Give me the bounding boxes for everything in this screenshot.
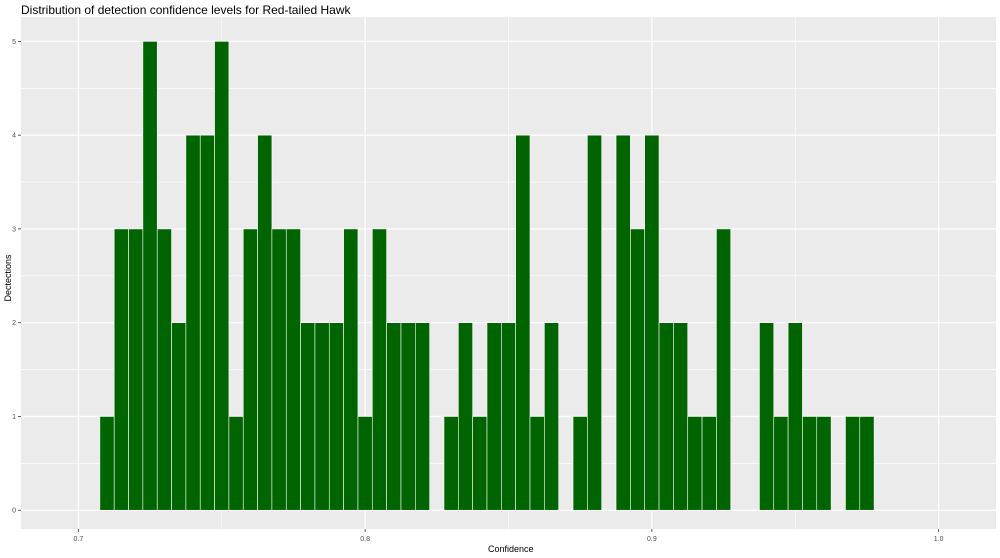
histogram-bar <box>859 416 875 511</box>
histogram-bar <box>357 416 373 511</box>
histogram-bar <box>759 322 775 511</box>
histogram-bar <box>113 228 129 511</box>
chart-title: Distribution of detection confidence lev… <box>21 3 351 17</box>
histogram-bar <box>587 134 602 511</box>
y-axis-label: Dectections <box>3 254 13 302</box>
histogram-bar <box>242 228 258 511</box>
histogram-bar <box>214 41 230 511</box>
histogram-bar <box>415 322 430 511</box>
x-axis-label: Confidence <box>488 544 534 554</box>
histogram-bar <box>443 416 459 511</box>
histogram-bar <box>300 322 316 511</box>
histogram-bar <box>228 416 244 511</box>
x-tick-label: 0.7 <box>73 536 83 543</box>
histogram-bar <box>271 228 287 511</box>
y-tick-label: 4 <box>12 133 16 140</box>
histogram-bar <box>644 134 660 511</box>
histogram-bar <box>630 228 646 511</box>
histogram-bar <box>257 134 273 511</box>
histogram-bar <box>458 322 473 511</box>
histogram-bar <box>701 416 717 511</box>
x-tick-label: 0.8 <box>360 536 370 543</box>
histogram-bar <box>787 322 803 511</box>
histogram-bar <box>716 228 732 511</box>
histogram-bar <box>615 134 631 511</box>
histogram-bar <box>544 322 559 511</box>
histogram-bar <box>658 322 674 511</box>
histogram-bar <box>529 416 545 511</box>
histogram-bar <box>816 416 832 511</box>
bars <box>99 41 875 511</box>
histogram-bar <box>687 416 703 511</box>
x-tick-label: 1.0 <box>934 536 944 543</box>
histogram-bar <box>142 41 158 511</box>
y-tick-label: 0 <box>12 508 16 515</box>
x-axis-ticks: 0.7 0.8 0.9 1.0 <box>73 529 944 543</box>
histogram-bar <box>185 134 201 511</box>
x-tick-label: 0.9 <box>647 536 657 543</box>
y-tick-label: 1 <box>12 414 16 421</box>
histogram-bar <box>501 322 516 511</box>
y-axis-ticks: 0 1 2 3 4 5 <box>12 39 21 515</box>
histogram-bar <box>99 416 115 511</box>
histogram-bar <box>314 322 330 511</box>
histogram-bar <box>673 322 689 511</box>
histogram-bar <box>285 228 301 511</box>
histogram-bar <box>386 322 402 511</box>
y-tick-label: 5 <box>12 39 16 46</box>
histogram-bar <box>328 322 344 511</box>
histogram-bar <box>515 134 531 511</box>
histogram-bar <box>845 416 861 511</box>
histogram-bar <box>128 228 144 511</box>
histogram-bar <box>572 416 588 511</box>
histogram-bar <box>400 322 416 511</box>
histogram-bar <box>199 134 215 511</box>
histogram-bar <box>472 416 488 511</box>
histogram-bar <box>156 228 172 511</box>
histogram-bar <box>171 322 187 511</box>
y-tick-label: 3 <box>12 226 16 233</box>
histogram-bar <box>343 228 359 511</box>
histogram-bar <box>371 228 387 511</box>
histogram-bar <box>486 322 502 511</box>
histogram-bar <box>773 416 789 511</box>
histogram-bar <box>802 416 818 511</box>
y-tick-label: 2 <box>12 320 16 327</box>
